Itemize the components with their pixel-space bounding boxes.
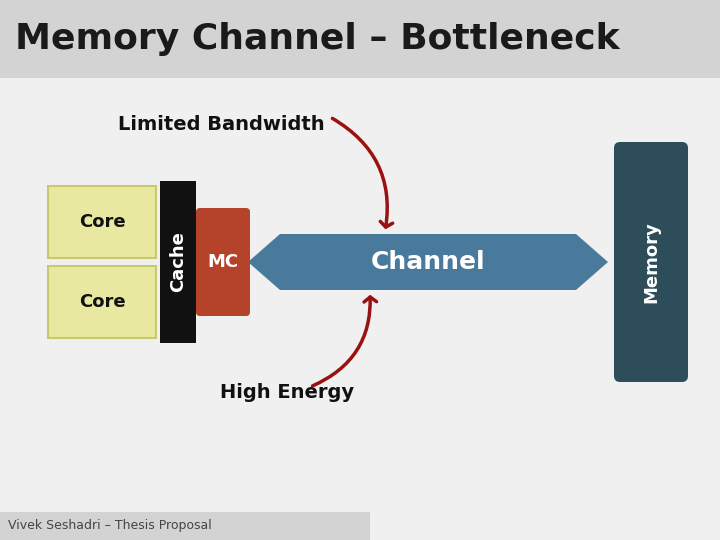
- Text: MC: MC: [207, 253, 238, 271]
- Text: Channel: Channel: [371, 250, 485, 274]
- Text: High Energy: High Energy: [220, 382, 354, 402]
- Bar: [0, 0, 720, 78]
- Text: Cache: Cache: [169, 232, 187, 293]
- Polygon shape: [248, 234, 608, 290]
- Text: Vivek Seshadri – Thesis Proposal: Vivek Seshadri – Thesis Proposal: [8, 519, 212, 532]
- Text: Core: Core: [78, 213, 125, 231]
- FancyBboxPatch shape: [614, 142, 688, 382]
- Bar: [0, 512, 370, 540]
- FancyBboxPatch shape: [48, 266, 156, 338]
- Text: Memory: Memory: [642, 221, 660, 303]
- Bar: [160, 181, 196, 343]
- Text: Core: Core: [78, 293, 125, 311]
- FancyBboxPatch shape: [48, 186, 156, 258]
- FancyBboxPatch shape: [196, 208, 250, 316]
- Text: Memory Channel – Bottleneck: Memory Channel – Bottleneck: [15, 22, 620, 56]
- Text: Limited Bandwidth: Limited Bandwidth: [118, 116, 325, 134]
